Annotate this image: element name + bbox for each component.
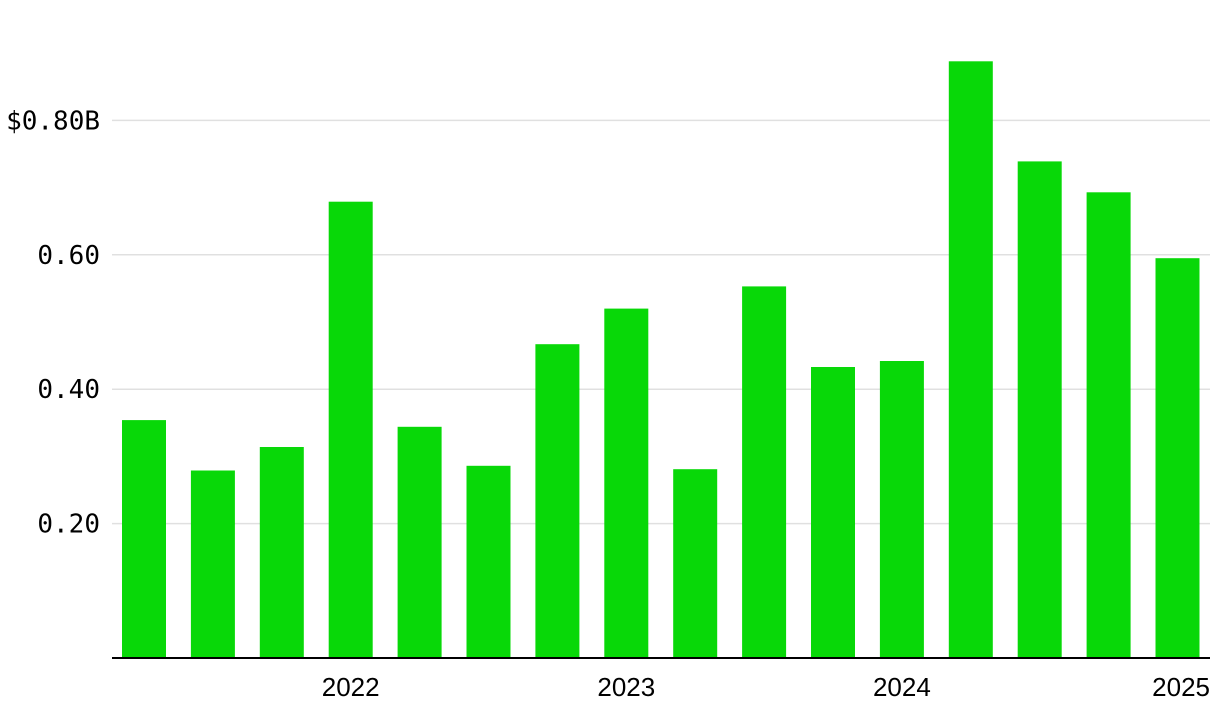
x-tick-label: 2022 (322, 672, 380, 702)
bar (673, 469, 718, 658)
bar (948, 61, 993, 659)
x-axis-tick-labels: 2022 2023 2024 2025 (322, 672, 1210, 702)
x-tick-label: 2025 (1152, 672, 1210, 702)
bar (1086, 192, 1131, 659)
bar (879, 361, 924, 658)
bar (1155, 258, 1200, 658)
y-axis-tick-labels: 0.20 0.40 0.60 $0.80B (6, 106, 100, 539)
bar (259, 447, 304, 658)
bars (122, 61, 1200, 659)
bar (397, 426, 442, 658)
y-tick-label: $0.80B (6, 106, 100, 136)
y-tick-label: 0.40 (37, 375, 100, 405)
bar (328, 201, 373, 658)
bar (122, 420, 166, 658)
bar (811, 367, 855, 658)
bar (535, 344, 580, 658)
x-tick-label: 2024 (873, 672, 931, 702)
bar (742, 286, 787, 658)
bar (1017, 161, 1062, 658)
bar (466, 465, 511, 658)
y-tick-label: 0.60 (37, 241, 100, 271)
bar (604, 308, 649, 658)
x-tick-label: 2023 (597, 672, 655, 702)
bar (190, 470, 235, 658)
y-tick-label: 0.20 (37, 510, 100, 540)
